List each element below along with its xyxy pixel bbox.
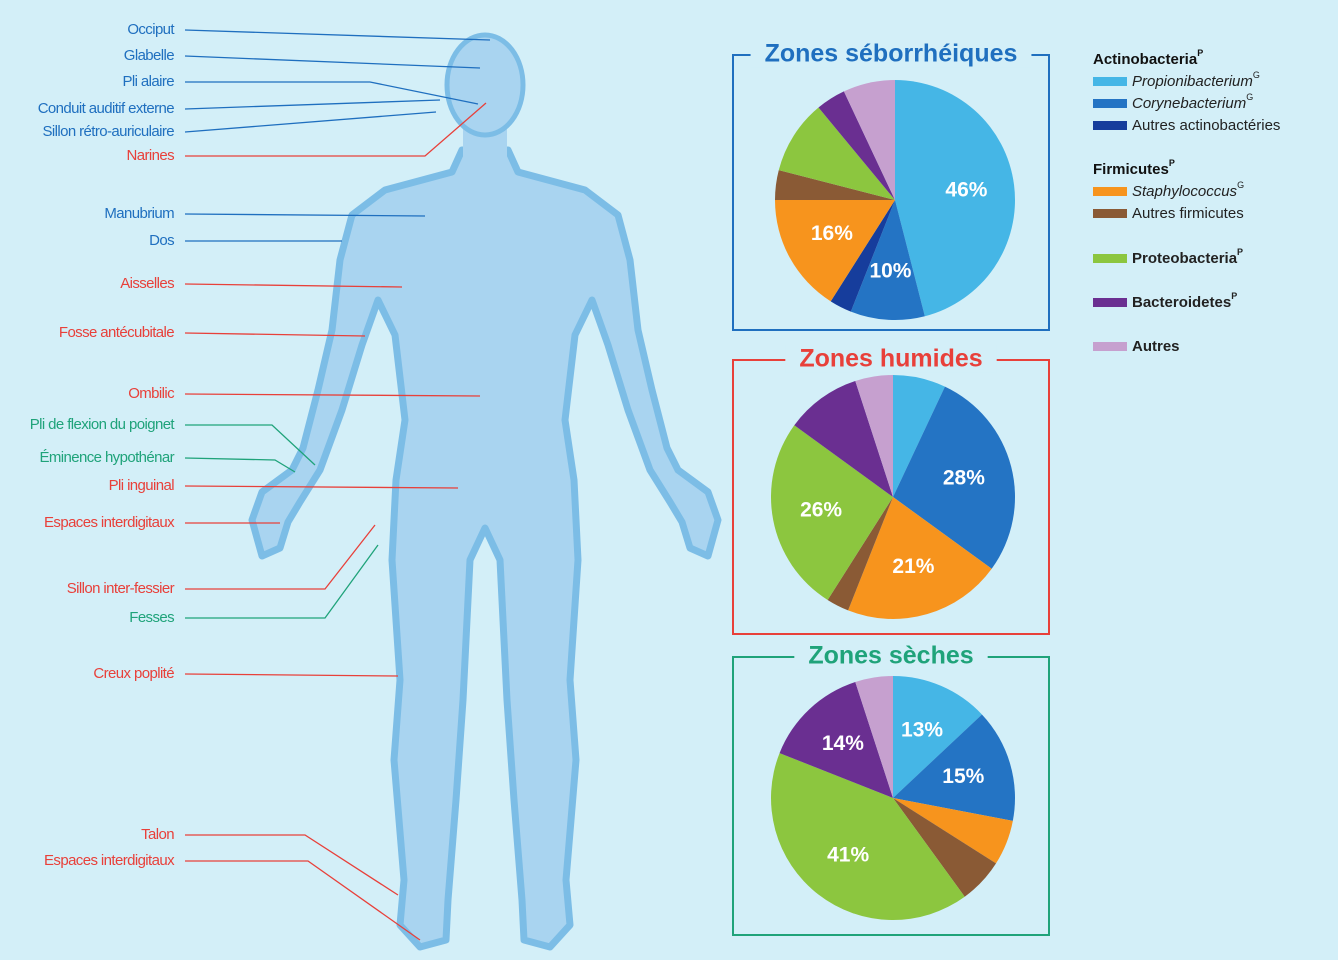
- pie-value-label: 14%: [822, 732, 864, 755]
- pie-value-label: 46%: [945, 179, 987, 202]
- body-label: Aisselles: [120, 275, 174, 292]
- body-label: Ombilic: [128, 385, 175, 402]
- body-label: Fesses: [129, 609, 174, 626]
- body-label: Dos: [149, 232, 174, 249]
- body-label: Sillon rétro-auriculaire: [43, 123, 175, 140]
- legend-group-name: Actinobacteria: [1093, 51, 1198, 68]
- legend-name: Autres: [1132, 338, 1180, 355]
- body-label: Narines: [127, 147, 175, 164]
- legend-sup: P: [1231, 291, 1237, 301]
- legend-swatch: [1093, 187, 1127, 196]
- head: [447, 35, 523, 135]
- pie-value-label: 13%: [901, 718, 943, 741]
- legend-label: CorynebacteriumG: [1132, 92, 1253, 112]
- pie-value-label: 26%: [800, 498, 842, 521]
- legend-label: BacteroidetesP: [1132, 291, 1237, 311]
- infographic: Occiput Glabelle Pli alaire Conduit auditif…: [0, 0, 1338, 960]
- body-label: Manubrium: [104, 205, 174, 222]
- legend-name: Autres firmicutes: [1132, 205, 1244, 222]
- body-label: Sillon inter-fessier: [67, 580, 175, 597]
- legend-name: Proteobacteria: [1132, 250, 1238, 267]
- legend-swatch: [1093, 298, 1127, 307]
- body-label: Occiput: [127, 21, 175, 38]
- legend-label: Autres actinobactéries: [1132, 117, 1280, 134]
- pie-value-label: 10%: [869, 259, 911, 282]
- pie-value-label: 21%: [892, 555, 934, 578]
- legend-sup: G: [1246, 92, 1253, 102]
- legend-name: Staphylococcus: [1132, 183, 1238, 200]
- body-label: Fosse antécubitale: [59, 324, 174, 341]
- legend-sup: G: [1253, 70, 1260, 80]
- legend-group-name: Firmicutes: [1093, 161, 1169, 178]
- body-label: Creux poplité: [93, 665, 174, 682]
- legend-swatch: [1093, 99, 1127, 108]
- legend-label: PropionibacteriumG: [1132, 70, 1260, 90]
- legend-name: Corynebacterium: [1132, 95, 1246, 112]
- pie-title: Zones humides: [799, 345, 982, 373]
- legend-label: StaphylococcusG: [1132, 180, 1244, 200]
- legend-label: Autres firmicutes: [1132, 205, 1244, 222]
- body-label: Pli inguinal: [109, 477, 175, 494]
- legend-group-title: ActinobacteriaP: [1093, 48, 1203, 68]
- body-label: Pli de flexion du poignet: [30, 416, 176, 433]
- legend-sup: G: [1237, 180, 1244, 190]
- legend-name: Bacteroidetes: [1132, 294, 1231, 311]
- legend-sup: P: [1197, 48, 1203, 58]
- legend-swatch: [1093, 77, 1127, 86]
- legend-sup: P: [1237, 247, 1243, 257]
- legend-swatch: [1093, 342, 1127, 351]
- body-label: Espaces interdigitaux: [44, 514, 175, 531]
- body-label: Glabelle: [124, 47, 174, 64]
- legend-label: ProteobacteriaP: [1132, 247, 1243, 267]
- body-label: Éminence hypothénar: [39, 449, 174, 466]
- pie-title: Zones séborrhéiques: [765, 40, 1018, 68]
- pie-title: Zones sèches: [808, 642, 973, 670]
- legend-swatch: [1093, 209, 1127, 218]
- body-label: Talon: [141, 826, 174, 843]
- legend-sup: P: [1169, 158, 1175, 168]
- pie-value-label: 28%: [943, 466, 985, 489]
- body-label: Conduit auditif externe: [38, 100, 175, 117]
- legend-name: Propionibacterium: [1132, 73, 1253, 90]
- body-label: Pli alaire: [122, 73, 174, 90]
- legend-group-title: FirmicutesP: [1093, 158, 1175, 178]
- pie-value-label: 16%: [811, 222, 853, 245]
- body-label: Espaces interdigitaux: [44, 852, 175, 869]
- legend-swatch: [1093, 121, 1127, 130]
- pie-value-label: 41%: [827, 843, 869, 866]
- pie-value-label: 15%: [942, 765, 984, 788]
- legend-label: Autres: [1132, 338, 1180, 355]
- legend-swatch: [1093, 254, 1127, 263]
- legend-name: Autres actinobactéries: [1132, 117, 1280, 134]
